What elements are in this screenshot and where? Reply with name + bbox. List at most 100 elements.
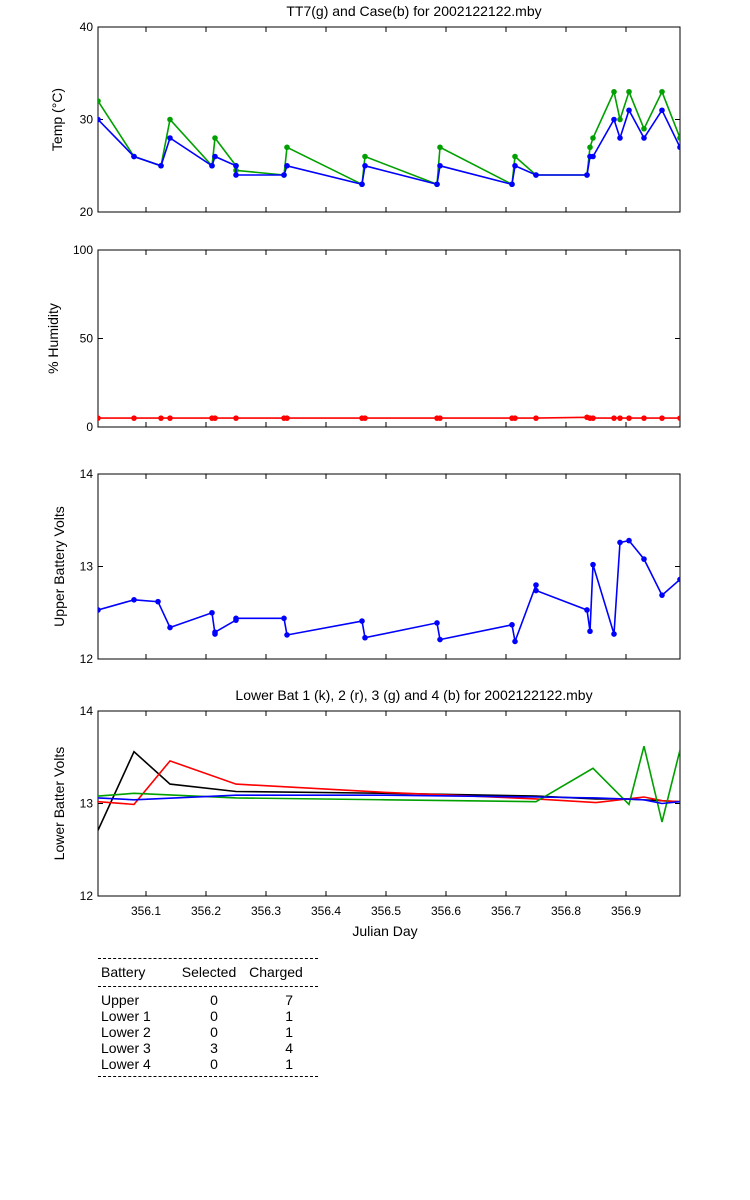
data-point <box>611 116 617 123</box>
table-row: Upper 0 7 <box>101 992 318 1008</box>
battery-selected: 0 <box>210 1056 218 1072</box>
data-point <box>98 415 101 421</box>
battery-name: Lower 4 <box>101 1056 151 1072</box>
data-point <box>158 415 164 421</box>
x-tick-label: 356.2 <box>191 904 221 918</box>
data-point <box>659 88 665 95</box>
data-point <box>617 415 623 421</box>
battery-selected: 0 <box>210 1008 218 1024</box>
data-point <box>167 135 173 141</box>
data-point <box>584 172 590 178</box>
data-point <box>233 615 239 622</box>
x-tick-label: 356.8 <box>551 904 581 918</box>
battery-table: Battery Selected Charged Upper 0 7 Lower… <box>98 958 318 1077</box>
series-lower-bat-4 <box>98 794 680 805</box>
data-point <box>587 628 593 635</box>
data-point <box>677 415 680 421</box>
series-line <box>98 750 680 831</box>
data-point <box>590 561 596 568</box>
table-header-row: Battery Selected Charged <box>98 959 318 986</box>
data-point <box>155 598 161 605</box>
battery-charged: 7 <box>285 992 293 1008</box>
series-line <box>98 539 680 645</box>
data-point <box>641 415 647 421</box>
table-row: Lower 2 0 1 <box>101 1024 318 1040</box>
x-tick-label: 356.6 <box>431 904 461 918</box>
data-point <box>509 181 515 188</box>
data-point <box>158 162 164 169</box>
data-point <box>437 144 443 151</box>
battery-charged: 1 <box>285 1056 293 1072</box>
y-tick-label: 12 <box>80 652 94 666</box>
data-point <box>167 415 173 421</box>
x-tick-label: 356.5 <box>371 904 401 918</box>
data-point <box>533 172 539 178</box>
y-axis-label: Lower Batter Volts <box>51 747 67 861</box>
y-tick-label: 50 <box>80 332 94 346</box>
x-tick-label: 356.3 <box>251 904 281 918</box>
x-tick-label: 356.9 <box>611 904 641 918</box>
y-tick-label: 40 <box>80 20 94 34</box>
battery-selected: 0 <box>210 1024 218 1040</box>
y-tick-label: 30 <box>80 113 94 127</box>
series-line <box>98 794 680 805</box>
data-point <box>659 592 665 598</box>
y-axis-label: Upper Battery Volts <box>51 506 67 627</box>
plot-frame <box>97 710 681 897</box>
data-point <box>212 629 218 635</box>
data-point <box>233 162 239 169</box>
data-point <box>611 415 617 421</box>
table-divider-bottom <box>98 1076 318 1077</box>
data-point <box>590 415 596 421</box>
data-point <box>284 162 290 169</box>
plot-frame <box>97 249 681 428</box>
data-point <box>677 144 680 151</box>
data-point <box>677 135 680 141</box>
x-axis-label: Julian Day <box>352 923 417 939</box>
series-lower-bat-3 <box>98 746 680 823</box>
data-point <box>362 153 368 160</box>
x-tick-label: 356.4 <box>311 904 341 918</box>
header-selected: Selected <box>181 964 237 980</box>
data-point <box>281 615 287 622</box>
data-point <box>641 125 647 132</box>
data-point <box>434 181 440 188</box>
y-tick-label: 0 <box>86 420 93 434</box>
data-point <box>362 162 368 169</box>
table-row: Lower 1 0 1 <box>101 1008 318 1024</box>
data-point <box>590 153 596 160</box>
data-point <box>512 153 518 160</box>
plot-frame <box>97 26 681 213</box>
data-point <box>641 556 647 562</box>
data-point <box>626 537 632 544</box>
table-row: Lower 3 3 4 <box>101 1040 318 1056</box>
x-tick-label: 356.7 <box>491 904 521 918</box>
data-point <box>659 415 665 421</box>
y-tick-label: 14 <box>80 467 94 481</box>
data-point <box>212 153 218 160</box>
y-tick-label: 13 <box>80 797 94 811</box>
battery-name: Lower 1 <box>101 1008 151 1024</box>
data-point <box>98 116 101 123</box>
data-point <box>437 415 443 421</box>
data-point <box>626 107 632 114</box>
battery-charged: 1 <box>285 1008 293 1024</box>
data-point <box>212 415 218 421</box>
chart-panel-2: 0 50 100 % Humidity <box>45 243 681 434</box>
series-lower-bat-1 <box>98 750 680 831</box>
chart-title: TT7(g) and Case(b) for 2002122122.mby <box>286 3 541 19</box>
data-point <box>131 415 137 421</box>
y-tick-label: 20 <box>80 205 94 219</box>
data-point <box>233 172 239 178</box>
chart-title: Lower Bat 1 (k), 2 (r), 3 (g) and 4 (b) … <box>235 687 592 703</box>
data-point <box>131 597 137 603</box>
y-tick-label: 14 <box>80 704 94 718</box>
data-point <box>362 415 368 421</box>
y-tick-label: 12 <box>80 889 94 903</box>
data-point <box>98 607 101 613</box>
data-point <box>617 539 623 546</box>
data-point <box>437 162 443 169</box>
battery-charged: 4 <box>285 1040 293 1056</box>
data-point <box>437 636 443 643</box>
data-point <box>617 116 623 123</box>
